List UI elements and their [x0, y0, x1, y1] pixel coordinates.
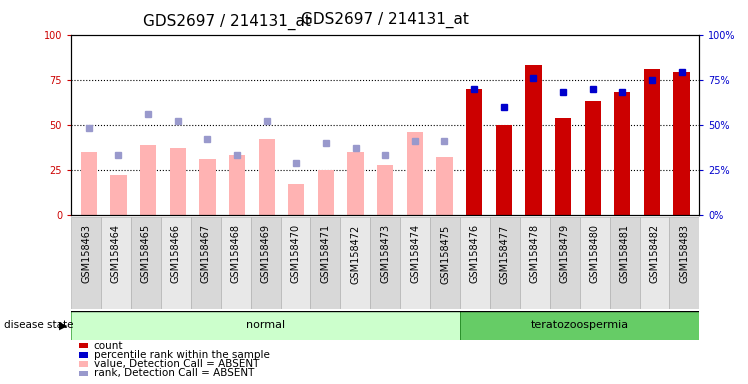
Text: value, Detection Call = ABSENT: value, Detection Call = ABSENT: [94, 359, 259, 369]
Bar: [347, 152, 364, 215]
Bar: [640, 217, 669, 309]
Text: GSM158465: GSM158465: [141, 224, 151, 283]
Text: GSM158477: GSM158477: [500, 224, 510, 283]
Text: GSM158463: GSM158463: [81, 224, 91, 283]
Text: GSM158469: GSM158469: [260, 224, 271, 283]
Bar: [199, 159, 215, 215]
Bar: [669, 217, 699, 309]
Text: ▶: ▶: [59, 320, 68, 331]
Text: GDS2697 / 214131_at: GDS2697 / 214131_at: [144, 14, 311, 30]
Text: count: count: [94, 341, 123, 351]
Bar: [584, 101, 601, 215]
Bar: [318, 170, 334, 215]
Bar: [251, 217, 280, 309]
Bar: [259, 139, 275, 215]
Text: normal: normal: [246, 320, 285, 331]
Bar: [71, 311, 460, 340]
Text: disease state: disease state: [4, 320, 73, 331]
Bar: [111, 175, 126, 215]
Bar: [460, 311, 699, 340]
Bar: [280, 217, 310, 309]
Text: GSM158474: GSM158474: [410, 224, 420, 283]
Text: GSM158480: GSM158480: [589, 224, 600, 283]
Text: GSM158475: GSM158475: [440, 224, 450, 283]
Bar: [430, 217, 460, 309]
Text: GSM158472: GSM158472: [350, 224, 361, 283]
Text: GSM158481: GSM158481: [619, 224, 630, 283]
Bar: [490, 217, 520, 309]
Bar: [466, 89, 482, 215]
Text: GSM158471: GSM158471: [320, 224, 331, 283]
Bar: [71, 217, 101, 309]
Bar: [377, 164, 393, 215]
Bar: [140, 145, 156, 215]
Bar: [191, 217, 221, 309]
Bar: [229, 156, 245, 215]
Bar: [580, 217, 610, 309]
Bar: [550, 217, 580, 309]
Text: GSM158464: GSM158464: [111, 224, 121, 283]
Bar: [555, 118, 571, 215]
Bar: [370, 217, 400, 309]
Bar: [673, 73, 690, 215]
Bar: [340, 217, 370, 309]
Text: GSM158473: GSM158473: [380, 224, 390, 283]
Text: GSM158482: GSM158482: [649, 224, 660, 283]
Bar: [221, 217, 251, 309]
Text: GSM158470: GSM158470: [290, 224, 301, 283]
Bar: [400, 217, 430, 309]
Text: GSM158483: GSM158483: [679, 224, 690, 283]
Bar: [310, 217, 340, 309]
Text: percentile rank within the sample: percentile rank within the sample: [94, 350, 269, 360]
Text: GSM158466: GSM158466: [171, 224, 181, 283]
Text: GSM158467: GSM158467: [200, 224, 211, 283]
Bar: [644, 69, 660, 215]
Text: GSM158468: GSM158468: [230, 224, 241, 283]
Text: GSM158476: GSM158476: [470, 224, 480, 283]
Bar: [496, 125, 512, 215]
Bar: [407, 132, 423, 215]
Bar: [131, 217, 161, 309]
Bar: [614, 92, 631, 215]
Bar: [520, 217, 550, 309]
Text: GSM158478: GSM158478: [530, 224, 540, 283]
Text: GSM158479: GSM158479: [560, 224, 570, 283]
Bar: [161, 217, 191, 309]
Bar: [81, 152, 97, 215]
Bar: [610, 217, 640, 309]
Text: GDS2697 / 214131_at: GDS2697 / 214131_at: [301, 12, 469, 28]
Bar: [170, 148, 186, 215]
Text: rank, Detection Call = ABSENT: rank, Detection Call = ABSENT: [94, 368, 254, 378]
Bar: [436, 157, 453, 215]
Bar: [288, 184, 304, 215]
Text: teratozoospermia: teratozoospermia: [530, 320, 629, 331]
Bar: [525, 65, 542, 215]
Bar: [101, 217, 131, 309]
Bar: [460, 217, 490, 309]
